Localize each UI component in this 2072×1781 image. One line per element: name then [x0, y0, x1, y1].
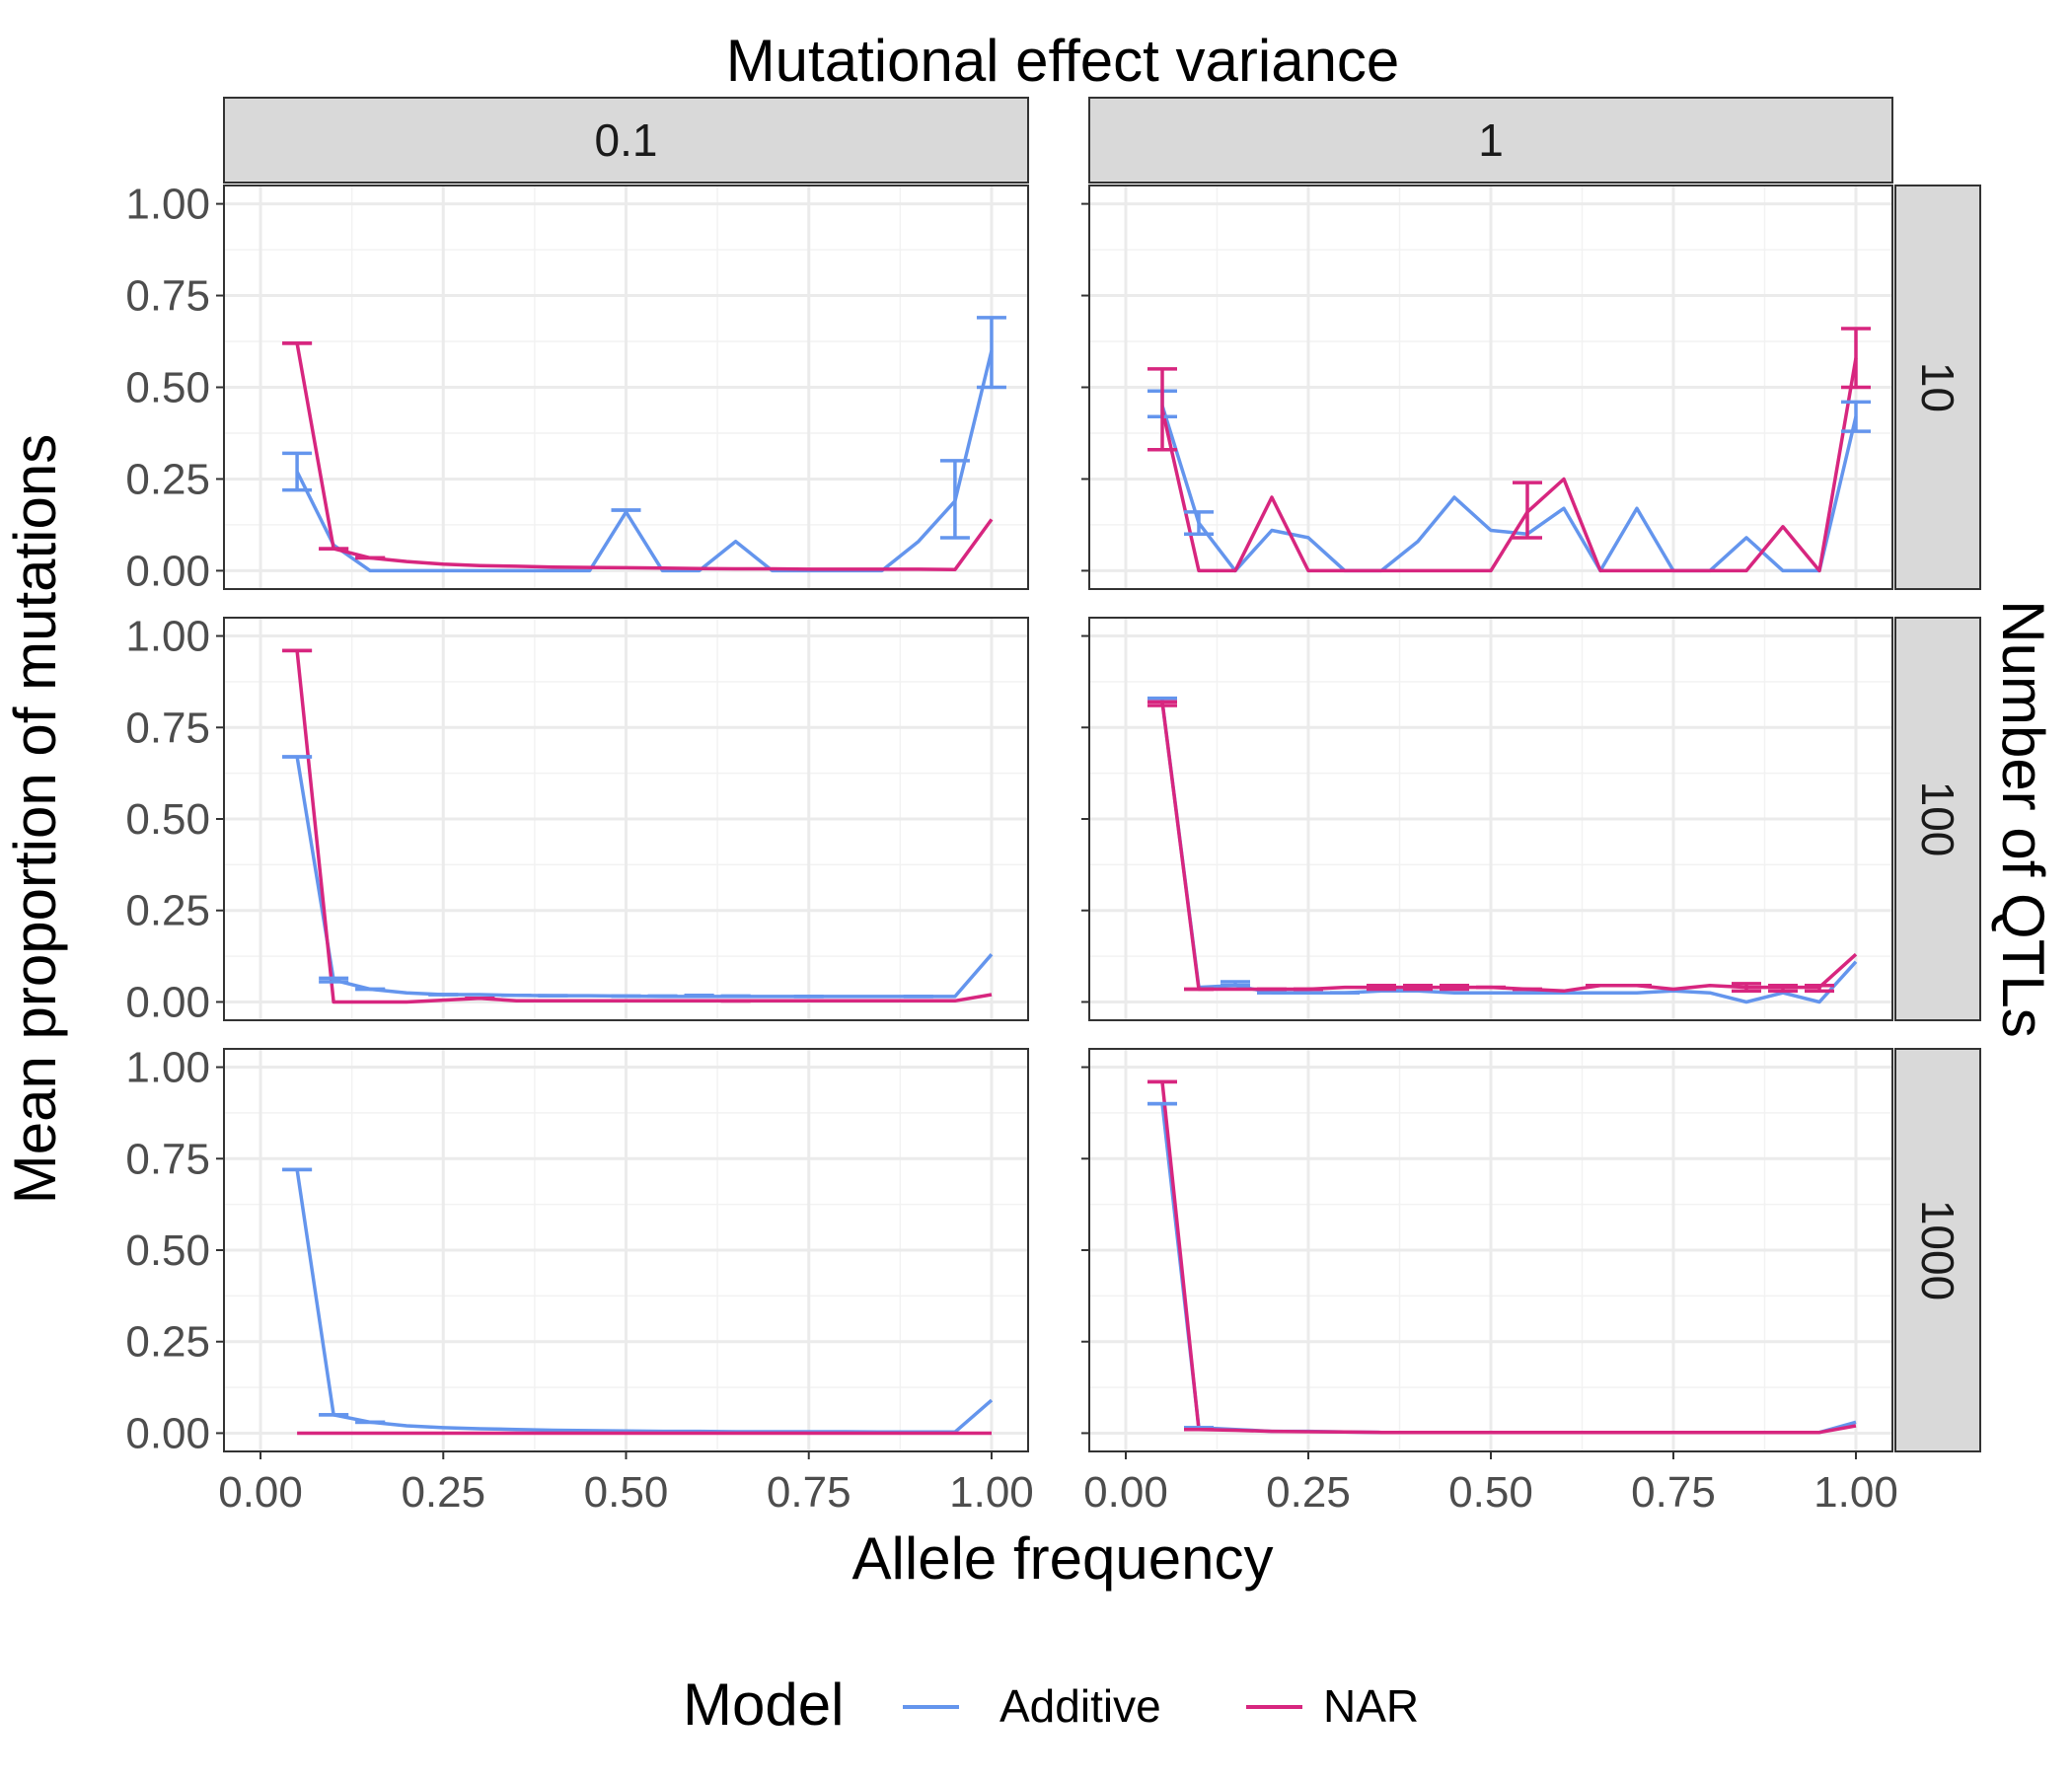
y-tick-label: 0.00 [125, 978, 210, 1026]
error-bar [976, 316, 1006, 390]
row-facet-label: Number of QTLs [1990, 600, 2056, 1037]
row-strip-label-1000: 1000 [1912, 1200, 1963, 1300]
y-tick-label: 1.00 [125, 1044, 210, 1092]
panel-c1-r10 [1081, 185, 1893, 590]
y-tick-label: 0.25 [125, 887, 210, 935]
error-bar [1732, 982, 1761, 994]
panel-c1-r1000: 0.00 0.25 0.50 0.75 1.00 [1081, 1048, 1898, 1517]
legend-label-nar: NAR [1323, 1680, 1419, 1732]
x-tick-label: 0.75 [767, 1468, 851, 1517]
y-tick-label: 0.75 [125, 1135, 210, 1183]
error-bar [1221, 980, 1250, 988]
error-bar [1147, 700, 1177, 707]
error-bar [1768, 984, 1798, 994]
x-axis-label: Allele frequency [852, 1525, 1274, 1592]
error-bar [1841, 400, 1871, 433]
x-tick-label: 0.25 [401, 1468, 485, 1517]
series-line-additive [1160, 405, 1858, 573]
panel-c1-r100 [1081, 617, 1893, 1021]
error-bar [1805, 984, 1834, 994]
error-bar [1147, 367, 1177, 452]
legend-label-additive: Additive [999, 1680, 1161, 1732]
row-strip-1000 [1894, 1048, 1981, 1452]
y-tick-label: 0.50 [125, 795, 210, 844]
y-axis-label: Mean proportion of mutations [2, 434, 68, 1204]
error-bar [1513, 481, 1542, 540]
panel-c0-1-r1000: 0.00 0.25 0.50 0.75 1.00 0.00 0.25 0.50 0.75 1.00 [125, 1044, 1033, 1517]
col-strip-label-1: 1 [1478, 114, 1504, 166]
y-tick-label: 0.00 [125, 1409, 210, 1457]
col-strip-1 [1088, 97, 1893, 184]
col-strip-0-1 [223, 97, 1029, 184]
row-strip-label-100: 100 [1912, 781, 1963, 857]
y-tick-label: 1.00 [125, 613, 210, 661]
y-tick-label: 0.25 [125, 1318, 210, 1367]
chart-title: Mutational effect variance [726, 28, 1400, 94]
error-bar [282, 451, 313, 492]
y-tick-label: 0.50 [125, 364, 210, 412]
col-strip-label-0-1: 0.1 [595, 114, 658, 166]
series-line-nar [295, 342, 994, 572]
error-bar [1184, 510, 1214, 536]
row-strip-10 [1894, 185, 1981, 590]
y-tick-label: 0.50 [125, 1226, 210, 1275]
row-strip-label-10: 10 [1912, 362, 1963, 412]
error-bar [1403, 984, 1433, 992]
series-line-nar [1160, 1081, 1857, 1435]
x-tick-label: 0.00 [1083, 1468, 1168, 1517]
panel-c0-1-r10: 0.00 0.25 0.50 0.75 1.00 [125, 181, 1029, 595]
error-bar [939, 459, 970, 540]
x-tick-label: 0.75 [1631, 1468, 1716, 1517]
series-line-nar [295, 650, 993, 1004]
y-tick-label: 0.25 [125, 455, 210, 503]
series-line-additive [295, 756, 994, 999]
y-tick-label: 0.75 [125, 272, 210, 321]
error-bar [319, 976, 349, 984]
legend: Model Additive NAR [683, 1671, 1419, 1738]
error-bar [1841, 327, 1871, 390]
row-strip-100 [1894, 617, 1981, 1021]
x-tick-label: 0.50 [584, 1468, 669, 1517]
x-tick-label: 1.00 [1813, 1468, 1898, 1517]
x-tick-label: 1.00 [949, 1468, 1034, 1517]
error-bar [1440, 984, 1469, 992]
series-line-nar [1160, 357, 1858, 573]
x-tick-label: 0.50 [1448, 1468, 1533, 1517]
x-tick-label: 0.25 [1266, 1468, 1351, 1517]
error-bar [1367, 984, 1396, 992]
y-tick-label: 0.00 [125, 547, 210, 595]
y-tick-label: 0.75 [125, 704, 210, 752]
y-tick-label: 1.00 [125, 181, 210, 229]
facet-panels: 0.1 1 10 100 1000 0.00 0.25 0.50 0.75 1.00 0.00 0.2… [125, 97, 1981, 1517]
panel-c0-1-r100: 0.00 0.25 0.50 0.75 1.00 [125, 613, 1029, 1026]
legend-title: Model [683, 1671, 844, 1738]
x-tick-label: 0.00 [218, 1468, 303, 1517]
